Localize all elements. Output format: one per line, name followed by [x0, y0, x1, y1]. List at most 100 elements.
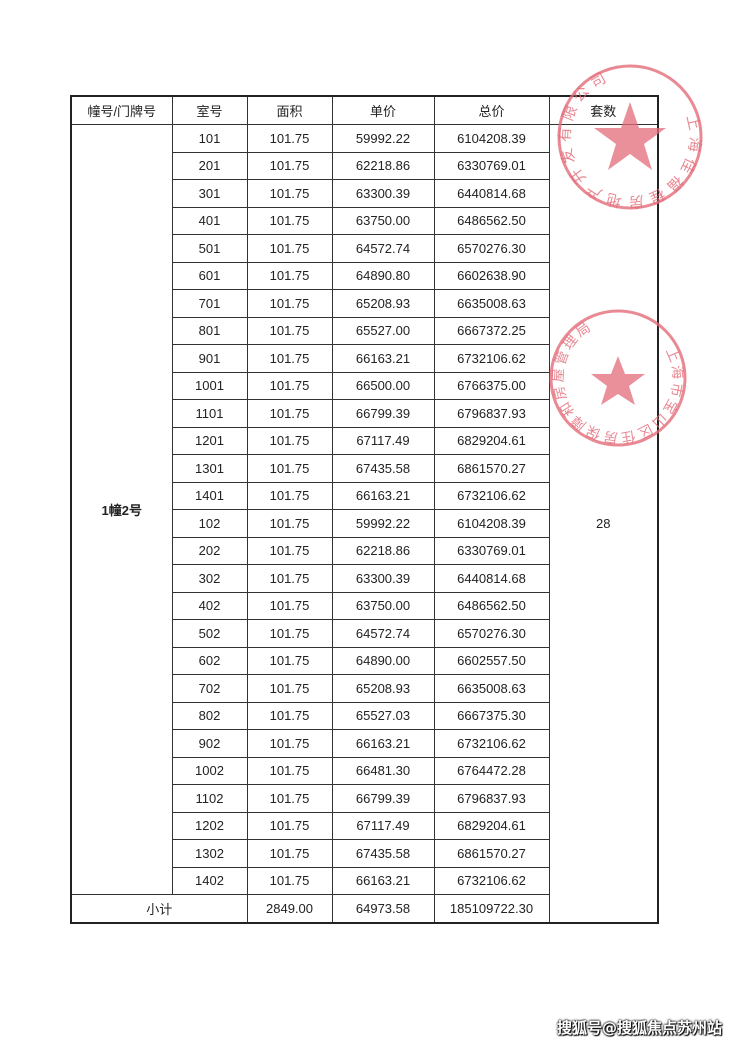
table-cell: 101.75	[246, 839, 333, 868]
table-cell: 63300.39	[331, 564, 435, 593]
table-cell: 6486562.50	[433, 206, 550, 235]
table-cell: 202	[171, 536, 248, 565]
table-cell: 66500.00	[331, 371, 435, 400]
table-cell: 902	[171, 729, 248, 758]
table-cell: 802	[171, 701, 248, 730]
table-cell: 64890.80	[331, 261, 435, 290]
table-row: 401 101.75 63750.00 6486562.50	[71, 206, 658, 235]
table-cell: 1202	[171, 811, 248, 840]
table-cell: 6486562.50	[433, 591, 550, 620]
table-row: 1201 101.75 67117.49 6829204.61	[71, 426, 658, 455]
table-row: 502 101.75 64572.74 6570276.30	[71, 619, 658, 648]
table-row: 102 101.75 59992.22 6104208.39	[71, 509, 658, 538]
table-cell: 1102	[171, 784, 248, 813]
table-cell: 301	[171, 179, 248, 208]
column-header: 面积	[246, 95, 333, 125]
table-cell: 62218.86	[331, 536, 435, 565]
table-cell: 101.75	[246, 591, 333, 620]
subtotal-total: 185109722.30	[433, 894, 550, 923]
table-cell: 66163.21	[331, 729, 435, 758]
table-cell: 1101	[171, 399, 248, 428]
table-cell: 59992.22	[331, 509, 435, 538]
table-cell: 65208.93	[331, 674, 435, 703]
table-row: 1402 101.75 66163.21 6732106.62	[71, 866, 658, 895]
table-cell: 6440814.68	[433, 564, 550, 593]
table-cell: 6766375.00	[433, 371, 550, 400]
table-cell: 66799.39	[331, 784, 435, 813]
table-row: 1401 101.75 66163.21 6732106.62	[71, 481, 658, 510]
table-cell: 66163.21	[331, 344, 435, 373]
table-cell: 67435.58	[331, 839, 435, 868]
table-cell: 101.75	[246, 619, 333, 648]
table-cell: 1402	[171, 866, 248, 895]
table-cell: 402	[171, 591, 248, 620]
table-cell: 66163.21	[331, 481, 435, 510]
table-cell: 302	[171, 564, 248, 593]
table-row: 501 101.75 64572.74 6570276.30	[71, 234, 658, 263]
table-cell: 401	[171, 206, 248, 235]
table-cell: 66481.30	[331, 756, 435, 785]
table-row: 701 101.75 65208.93 6635008.63	[71, 289, 658, 318]
table-cell: 59992.22	[331, 124, 435, 153]
table-cell: 67117.49	[331, 426, 435, 455]
table-cell: 101.75	[246, 261, 333, 290]
table-cell: 101.75	[246, 426, 333, 455]
table-cell: 67117.49	[331, 811, 435, 840]
table-cell: 6635008.63	[433, 289, 550, 318]
table-cell: 1301	[171, 454, 248, 483]
table-cell: 201	[171, 151, 248, 180]
table-cell: 6732106.62	[433, 481, 550, 510]
table-cell: 101.75	[246, 344, 333, 373]
table-cell: 6330769.01	[433, 151, 550, 180]
unit-count-cell: 28	[548, 124, 659, 923]
subtotal-label: 小计	[70, 894, 248, 923]
table-cell: 801	[171, 316, 248, 345]
table-cell: 6667372.25	[433, 316, 550, 345]
table-cell: 101.75	[246, 866, 333, 895]
table-cell: 101.75	[246, 454, 333, 483]
table-cell: 62218.86	[331, 151, 435, 180]
table-cell: 101.75	[246, 399, 333, 428]
table-cell: 6635008.63	[433, 674, 550, 703]
table-cell: 101.75	[246, 124, 333, 153]
table-row: 302 101.75 63300.39 6440814.68	[71, 564, 658, 593]
table-row: 1幢2号 101 101.75 59992.22 6104208.39 28	[70, 124, 659, 923]
table-cell: 6861570.27	[433, 454, 550, 483]
price-table: 幢号/门牌号 室号 面积 单价 总价 套数 1幢2号 101 101.75 59992.22 61…	[70, 95, 659, 924]
table-cell: 101.75	[246, 811, 333, 840]
table-cell: 65208.93	[331, 289, 435, 318]
table-row: 802 101.75 65527.03 6667375.30	[71, 701, 658, 730]
table-row: 601 101.75 64890.80 6602638.90	[71, 261, 658, 290]
table-cell: 6104208.39	[433, 509, 550, 538]
table-cell: 6796837.93	[433, 399, 550, 428]
table-cell: 6732106.62	[433, 344, 550, 373]
table-cell: 101.75	[246, 371, 333, 400]
table-cell: 63750.00	[331, 206, 435, 235]
table-cell: 101.75	[246, 701, 333, 730]
subtotal-area: 2849.00	[246, 894, 333, 923]
column-header: 幢号/门牌号	[70, 95, 173, 125]
table-cell: 6104208.39	[433, 124, 550, 153]
subtotal-row: 小计 2849.00 64973.58 185109722.30	[70, 894, 658, 923]
table-cell: 901	[171, 344, 248, 373]
table-cell: 102	[171, 509, 248, 538]
table-cell: 64572.74	[331, 619, 435, 648]
table-cell: 6440814.68	[433, 179, 550, 208]
table-row: 1301 101.75 67435.58 6861570.27	[71, 454, 658, 483]
table-cell: 6602638.90	[433, 261, 550, 290]
table-cell: 101.75	[246, 289, 333, 318]
table-cell: 65527.00	[331, 316, 435, 345]
table-cell: 64890.00	[331, 646, 435, 675]
table-cell: 6829204.61	[433, 426, 550, 455]
table-cell: 66163.21	[331, 866, 435, 895]
building-cell: 1幢2号	[70, 124, 173, 895]
table-cell: 67435.58	[331, 454, 435, 483]
table-row: 801 101.75 65527.00 6667372.25	[71, 316, 658, 345]
column-header: 套数	[548, 95, 659, 125]
table-cell: 101.75	[246, 784, 333, 813]
table-cell: 101.75	[246, 179, 333, 208]
table-cell: 101.75	[246, 756, 333, 785]
table-row: 901 101.75 66163.21 6732106.62	[71, 344, 658, 373]
table-cell: 63300.39	[331, 179, 435, 208]
table-cell: 6330769.01	[433, 536, 550, 565]
